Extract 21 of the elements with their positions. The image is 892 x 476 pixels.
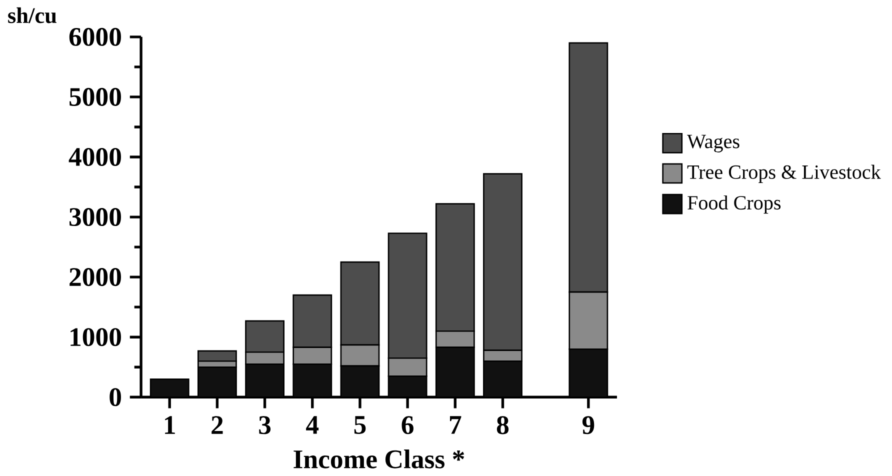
x-tick-label: 6 — [402, 416, 414, 434]
y-tick-label: 4000 — [68, 148, 121, 166]
x-tick-label: 1 — [165, 416, 175, 434]
legend-label: Wages — [687, 135, 740, 152]
y-tick-label: 0 — [110, 388, 121, 406]
x-tick-label: 5 — [354, 416, 366, 434]
legend-label: Tree Crops & Livestock — [687, 164, 881, 184]
x-tick-label: 8 — [496, 416, 509, 434]
y-tick-label: 6000 — [69, 28, 121, 46]
y-tick-label: 2000 — [70, 268, 121, 286]
x-tick-label: 9 — [582, 416, 594, 434]
y-tick-label: 3000 — [70, 208, 121, 226]
x-tick-label: 7 — [450, 416, 462, 434]
x-tick-label: 3 — [259, 416, 271, 434]
x-tick-label: 4 — [306, 416, 319, 434]
x-axis-title: Income Class * — [294, 450, 464, 468]
y-tick-label: 5000 — [70, 88, 121, 106]
x-tick-label: 2 — [212, 416, 223, 434]
legend-label: Food Crops — [688, 196, 781, 214]
y-tick-label: 1000 — [70, 328, 121, 346]
y-axis-title: sh/cu — [8, 8, 56, 24]
